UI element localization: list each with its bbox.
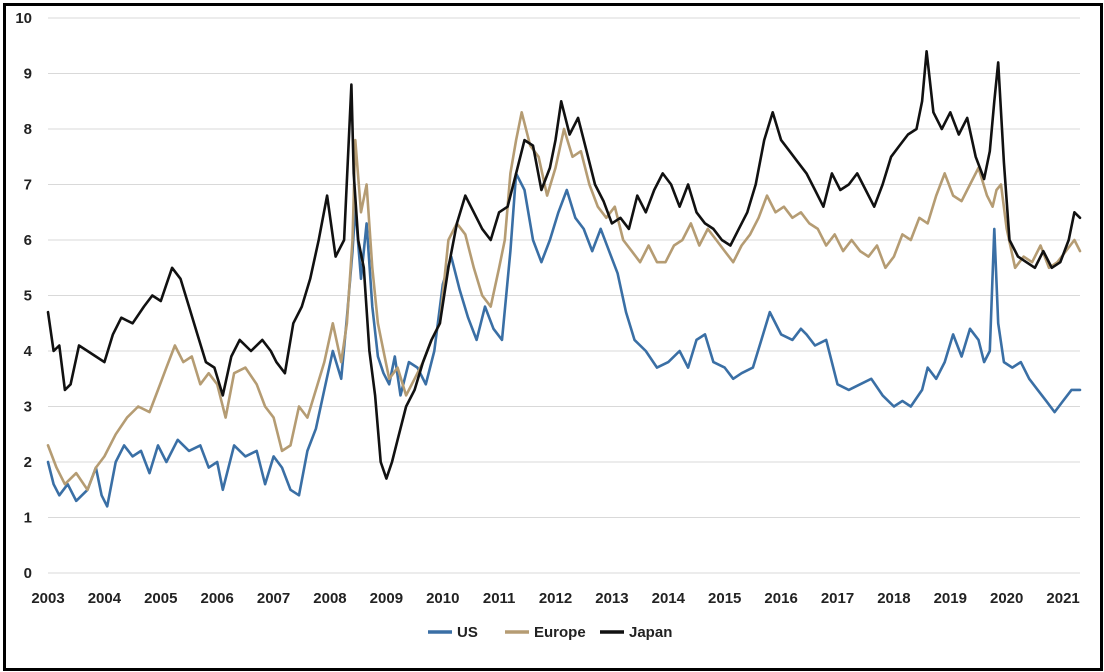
gridlines: [48, 17, 1080, 574]
y-tick-label: 0: [24, 565, 32, 582]
y-tick-label: 5: [24, 288, 32, 305]
series-line-europe: [46, 111, 1082, 492]
x-tick-label: 2010: [426, 590, 459, 607]
y-tick-label: 7: [24, 177, 32, 194]
x-tick-label: 2018: [877, 590, 910, 607]
x-tick-label: 2020: [990, 590, 1023, 607]
y-tick-label: 6: [24, 232, 32, 249]
x-tick-label: 2008: [313, 590, 346, 607]
y-axis-ticks: 0 1 2 3 4 5 6 7 8 9 10: [15, 10, 32, 582]
legend-label-japan: Japan: [629, 624, 672, 641]
x-tick-label: 2014: [652, 590, 686, 607]
x-tick-label: 2005: [144, 590, 177, 607]
x-tick-label: 2009: [370, 590, 403, 607]
x-tick-label: 2006: [200, 590, 233, 607]
y-tick-label: 1: [24, 510, 32, 527]
x-tick-label: 2016: [764, 590, 797, 607]
y-tick-label: 4: [24, 343, 33, 360]
x-tick-label: 2019: [934, 590, 967, 607]
legend-label-europe: Europe: [534, 624, 586, 641]
y-tick-label: 2: [24, 454, 32, 471]
series-lines: [46, 49, 1082, 508]
x-tick-label: 2007: [257, 590, 290, 607]
series-line-japan: [46, 49, 1082, 480]
x-tick-label: 2003: [31, 590, 64, 607]
x-tick-label: 2015: [708, 590, 741, 607]
y-tick-label: 3: [24, 399, 32, 416]
x-tick-label: 2012: [539, 590, 572, 607]
legend: US Europe Japan: [428, 624, 672, 641]
x-tick-label: 2017: [821, 590, 854, 607]
x-tick-label: 2021: [1046, 590, 1079, 607]
y-tick-label: 10: [15, 10, 32, 27]
y-tick-label: 8: [24, 121, 32, 138]
x-tick-label: 2004: [88, 590, 122, 607]
x-tick-label: 2011: [483, 590, 516, 607]
legend-label-us: US: [457, 624, 478, 641]
x-axis-ticks: 2003 2004 2005 2006 2007 2008 2009 2010 2011 2012…: [31, 590, 1079, 607]
series-line-us: [46, 172, 1082, 508]
x-tick-label: 2013: [595, 590, 628, 607]
y-tick-label: 9: [24, 66, 32, 83]
